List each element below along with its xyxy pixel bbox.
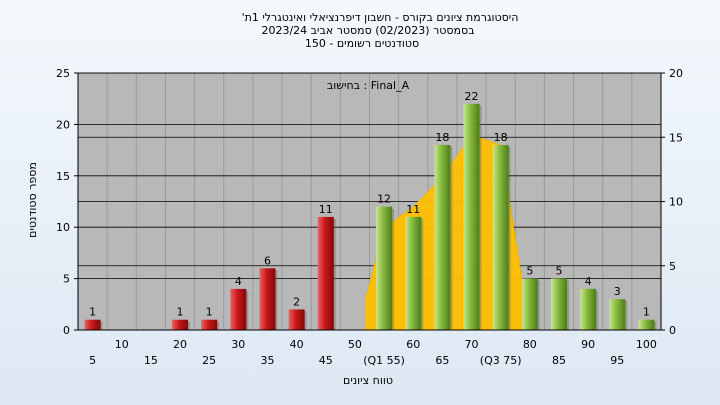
- bar: [550, 278, 567, 330]
- chart-title-line1: 'היסטוגרמת ציונים בקורס - חשבון דיפרנציא…: [242, 11, 519, 24]
- data-label: 18: [435, 131, 449, 144]
- x-axis-title: טווח ציונים: [343, 374, 393, 387]
- data-label: 11: [319, 203, 333, 216]
- x-tick-label: 95: [610, 354, 624, 367]
- chart-title-line3: סטודנטים רשומים - 150: [305, 37, 419, 50]
- chart-title-line2: בסמסטר (02/2023) סמסטר אביב 2023/24: [261, 24, 474, 37]
- x-tick-label: 30: [231, 338, 245, 351]
- data-label: 4: [235, 275, 242, 288]
- x-tick-label: 35: [260, 354, 274, 367]
- y-right-tick-label: 0: [669, 324, 676, 337]
- bar: [376, 206, 393, 330]
- y-tick-label: 15: [56, 170, 70, 183]
- bar: [463, 103, 480, 330]
- bar: [288, 309, 305, 330]
- data-label: 5: [555, 265, 562, 278]
- x-tick-label: 10: [115, 338, 129, 351]
- data-label: 6: [264, 254, 271, 267]
- x-tick-label: 5: [89, 354, 96, 367]
- x-tick-label: 45: [319, 354, 333, 367]
- x-tick-label: 25: [202, 354, 216, 367]
- bar: [638, 319, 655, 330]
- y-tick-label: 5: [63, 273, 70, 286]
- y-right-tick-label: 10: [669, 196, 683, 209]
- x-tick-label: 40: [290, 338, 304, 351]
- chart-annotation: בחישוב : Final_A: [327, 79, 410, 92]
- bar: [230, 288, 247, 330]
- bar: [317, 216, 334, 330]
- data-label: 18: [494, 131, 508, 144]
- x-tick-label: (Q3 75): [480, 354, 522, 367]
- x-tick-label: 60: [406, 338, 420, 351]
- x-tick-label: 20: [173, 338, 187, 351]
- bar: [521, 278, 538, 330]
- bar: [609, 299, 626, 330]
- bar: [259, 268, 276, 330]
- data-label: 1: [643, 306, 650, 319]
- x-tick-label: 90: [581, 338, 595, 351]
- y-tick-label: 10: [56, 221, 70, 234]
- x-tick-label: (Q1 55): [363, 354, 405, 367]
- bar: [405, 216, 422, 330]
- x-tick-label: 65: [435, 354, 449, 367]
- x-tick-label: 50: [348, 338, 362, 351]
- x-tick-label: 70: [465, 338, 479, 351]
- bar: [84, 319, 101, 330]
- y-tick-label: 25: [56, 67, 70, 80]
- bar: [172, 319, 189, 330]
- data-label: 22: [465, 90, 479, 103]
- x-tick-label: 15: [144, 354, 158, 367]
- x-tick-label: 85: [552, 354, 566, 367]
- data-label: 4: [585, 275, 592, 288]
- x-tick-label: 100: [636, 338, 657, 351]
- data-label: 3: [614, 285, 621, 298]
- bar: [201, 319, 218, 330]
- bar: [434, 144, 451, 330]
- data-label: 11: [406, 203, 420, 216]
- bar: [580, 288, 597, 330]
- y-tick-label: 20: [56, 118, 70, 131]
- data-label: 12: [377, 193, 391, 206]
- data-label: 2: [293, 295, 300, 308]
- data-label: 5: [526, 265, 533, 278]
- y-axis-title: מספר סטודנטים: [26, 162, 39, 238]
- y-tick-label: 0: [63, 324, 70, 337]
- data-label: 1: [177, 306, 184, 319]
- bar: [492, 144, 509, 330]
- data-label: 1: [89, 306, 96, 319]
- x-tick-label: 80: [523, 338, 537, 351]
- y-right-tick-label: 15: [669, 131, 683, 144]
- y-right-tick-label: 20: [669, 67, 683, 80]
- data-label: 1: [206, 306, 213, 319]
- y-right-tick-label: 5: [669, 260, 676, 273]
